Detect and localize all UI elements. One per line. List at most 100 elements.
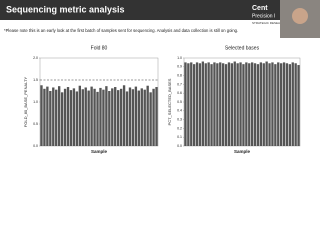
y-tick-label: 1.5: [33, 78, 38, 82]
y-axis-label: FOLD_80_BASE_PENALTY: [23, 76, 28, 127]
bar: [291, 62, 294, 146]
bar: [75, 91, 79, 146]
bar: [87, 90, 90, 146]
bar: [114, 87, 117, 146]
y-tick-label: 0.9: [177, 65, 182, 69]
bar: [146, 85, 149, 146]
bar: [265, 61, 268, 146]
slide: Sequencing metric analysis Cent Precisio…: [0, 0, 320, 154]
chart-title: Selected bases: [225, 45, 260, 51]
y-tick-label: 0.1: [177, 135, 182, 139]
bar: [108, 91, 111, 146]
chart-title: Fold 80: [91, 45, 108, 51]
bar: [90, 86, 93, 146]
bar: [230, 63, 234, 146]
bar: [134, 86, 138, 146]
bar: [239, 62, 242, 146]
bar: [227, 62, 231, 146]
bar: [60, 92, 64, 146]
bar: [122, 85, 126, 146]
y-tick-label: 1.0: [33, 100, 38, 104]
y-tick-label: 0.6: [177, 91, 182, 95]
webcam-face: [292, 8, 308, 24]
bar: [84, 87, 87, 146]
bar: [233, 61, 236, 146]
bar: [93, 88, 96, 146]
slide-title: Sequencing metric analysis: [6, 4, 125, 14]
bar: [78, 85, 82, 146]
x-axis-label: Sample: [91, 149, 108, 154]
bar: [72, 88, 76, 146]
y-tick-label: 0.2: [177, 126, 182, 130]
bar: [204, 63, 207, 146]
bar: [259, 62, 263, 146]
bar: [43, 88, 46, 146]
bar: [49, 91, 52, 146]
x-axis-label: Sample: [234, 149, 251, 154]
bar: [102, 89, 105, 146]
bar: [207, 62, 210, 146]
bar: [40, 85, 43, 146]
bar: [46, 86, 49, 146]
bar: [282, 62, 286, 146]
y-axis-label: PCT_SELECTED_BASES: [167, 78, 172, 125]
bar: [201, 61, 205, 146]
bar: [198, 63, 202, 146]
bar: [55, 89, 58, 146]
bar: [69, 90, 73, 146]
bar: [128, 87, 132, 146]
bar: [149, 92, 152, 146]
bar: [277, 62, 280, 146]
bar: [288, 64, 292, 146]
bar: [245, 62, 248, 146]
header-bar: [0, 0, 320, 20]
bar: [268, 63, 271, 146]
bar: [143, 89, 146, 146]
bar: [256, 64, 260, 146]
bar: [297, 65, 300, 146]
bar: [187, 63, 190, 146]
bar: [119, 88, 123, 146]
bar: [285, 63, 289, 146]
bar: [192, 64, 196, 146]
y-tick-label: 0.5: [33, 122, 38, 126]
bar: [274, 64, 277, 146]
y-tick-label: 0.0: [177, 144, 182, 148]
bar: [190, 62, 193, 146]
bar: [248, 63, 251, 146]
bar: [137, 90, 141, 146]
bar: [63, 88, 67, 146]
y-tick-label: 0.8: [177, 74, 182, 78]
bar: [279, 63, 283, 146]
bar: [116, 90, 120, 146]
bar: [271, 62, 274, 146]
logo-text: Precision I: [252, 13, 275, 19]
bar: [52, 87, 55, 146]
bar: [195, 62, 199, 146]
y-tick-label: 0.5: [177, 100, 182, 104]
bar: [81, 89, 84, 146]
bar: [131, 89, 135, 146]
bar: [224, 64, 228, 146]
bar: [236, 63, 239, 146]
bar: [221, 63, 225, 146]
y-tick-label: 1.0: [177, 56, 182, 60]
bar: [66, 87, 70, 146]
bar: [125, 91, 129, 146]
bar: [253, 63, 257, 146]
y-tick-label: 0.0: [33, 144, 38, 148]
bar: [96, 91, 99, 146]
bar: [99, 87, 102, 146]
bar: [216, 63, 219, 146]
bar: [250, 62, 254, 146]
y-tick-label: 0.4: [177, 109, 182, 113]
bar: [219, 62, 222, 146]
y-tick-label: 0.3: [177, 118, 182, 122]
bar: [262, 63, 265, 146]
plot-frame: [183, 57, 301, 147]
plot-frame: [39, 57, 159, 147]
bar: [105, 86, 108, 146]
bar: [184, 62, 187, 146]
y-tick-label: 0.7: [177, 82, 182, 86]
bar: [57, 86, 61, 146]
